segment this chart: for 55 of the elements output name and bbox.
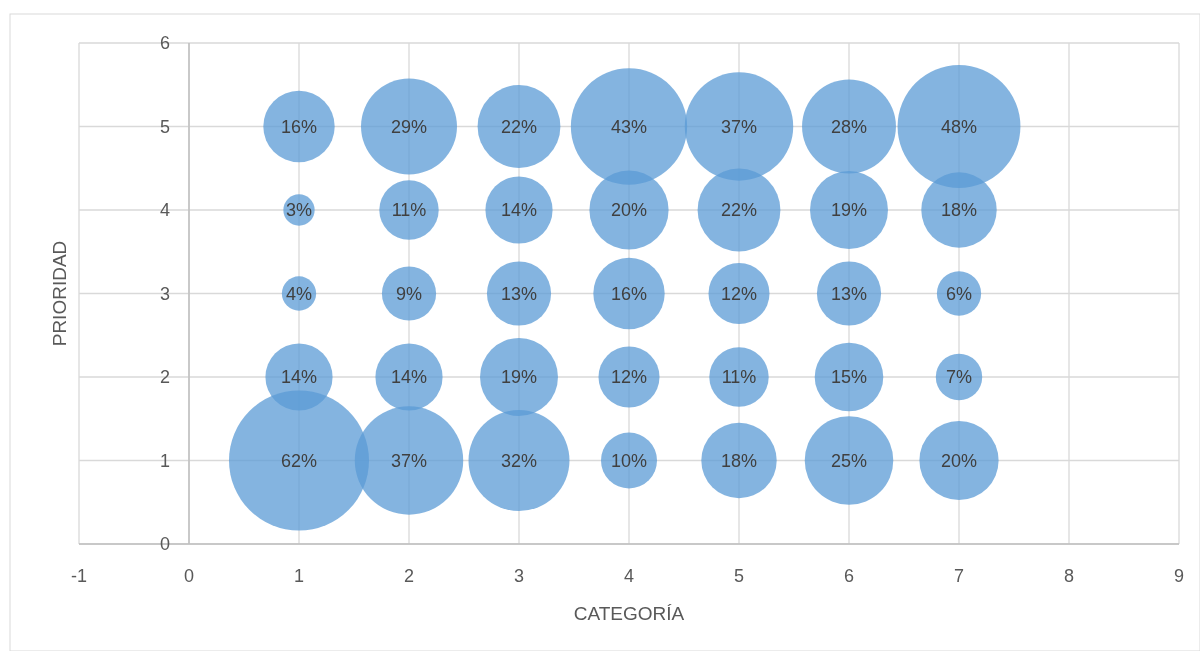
annotation: 11% (721, 367, 757, 388)
x-tick-label: 3 (513, 566, 525, 586)
annotation: 11% (391, 200, 427, 221)
annotation: 29% (390, 116, 428, 137)
annotation: 16% (280, 116, 318, 137)
annotation: 37% (390, 450, 428, 471)
x-tick-label: 6 (843, 566, 855, 586)
annotation: 19% (500, 367, 538, 388)
y-tick-label: 0 (159, 534, 171, 555)
x-tick-label: 8 (1063, 566, 1075, 586)
x-tick-label: 2 (403, 566, 415, 586)
x-tick-label: 1 (293, 566, 305, 586)
annotation: 19% (830, 200, 868, 221)
annotation: 37% (720, 116, 758, 137)
x-tick-label: 9 (1173, 566, 1185, 586)
y-tick-label: 4 (159, 200, 171, 221)
annotation: 14% (390, 367, 428, 388)
annotation: 25% (830, 450, 868, 471)
annotation: 14% (500, 200, 538, 221)
annotation: 20% (940, 450, 978, 471)
annotation: 16% (610, 283, 648, 304)
x-axis-title: CATEGORÍA (573, 603, 685, 624)
annotation: 4% (285, 283, 313, 304)
annotation: 62% (280, 450, 318, 471)
annotation: 13% (500, 283, 538, 304)
annotation: 15% (830, 367, 868, 388)
y-tick-label: 3 (159, 283, 171, 304)
annotation: 48% (940, 116, 978, 137)
annotation: 13% (830, 283, 868, 304)
annotation: 20% (610, 200, 648, 221)
annotation: 7% (945, 367, 973, 388)
annotation: 12% (720, 283, 758, 304)
annotation: 12% (610, 367, 648, 388)
annotation: 18% (720, 450, 758, 471)
x-tick-label: 0 (183, 566, 195, 586)
y-tick-label: 2 (159, 367, 171, 388)
x-tick-label: 7 (953, 566, 965, 586)
annotation: 3% (285, 200, 313, 221)
y-tick-label: 1 (159, 450, 171, 471)
annotation: 14% (280, 367, 318, 388)
annotation: 28% (830, 116, 868, 137)
x-tick-label: 5 (733, 566, 745, 586)
annotation: 6% (945, 283, 973, 304)
x-tick-label: 4 (623, 566, 635, 586)
y-axis-title: PRIORIDAD (49, 240, 70, 347)
annotation: 32% (500, 450, 538, 471)
annotation: 10% (610, 450, 648, 471)
annotation: 9% (395, 283, 423, 304)
annotation: 22% (500, 116, 538, 137)
y-tick-label: 5 (159, 116, 171, 137)
annotation: 22% (720, 200, 758, 221)
annotation: 43% (610, 116, 648, 137)
x-tick-label: -1 (70, 566, 88, 586)
y-tick-label: 6 (159, 33, 171, 54)
annotation: 18% (940, 200, 978, 221)
